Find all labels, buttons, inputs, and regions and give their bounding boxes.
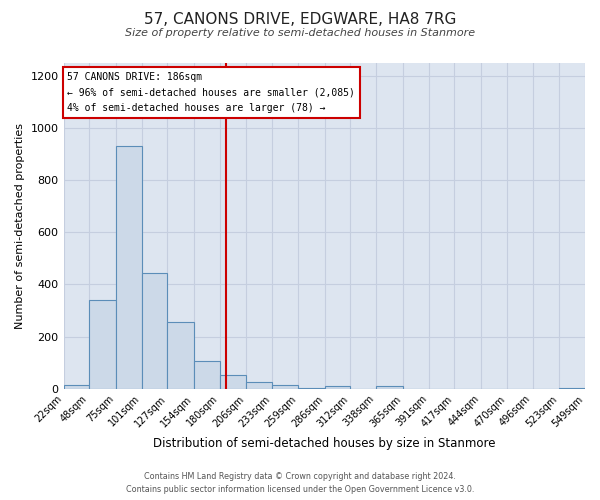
Bar: [559, 388, 585, 389]
Bar: [220, 374, 245, 389]
Bar: [272, 385, 298, 389]
Text: 57 CANONS DRIVE: 186sqm
← 96% of semi-detached houses are smaller (2,085)
4% of : 57 CANONS DRIVE: 186sqm ← 96% of semi-de…: [67, 72, 355, 113]
Text: Size of property relative to semi-detached houses in Stanmore: Size of property relative to semi-detach…: [125, 28, 475, 38]
X-axis label: Distribution of semi-detached houses by size in Stanmore: Distribution of semi-detached houses by …: [153, 437, 496, 450]
Bar: [64, 385, 89, 389]
Text: 57, CANONS DRIVE, EDGWARE, HA8 7RG: 57, CANONS DRIVE, EDGWARE, HA8 7RG: [144, 12, 456, 28]
Y-axis label: Number of semi-detached properties: Number of semi-detached properties: [15, 122, 25, 328]
Bar: [298, 388, 325, 389]
Bar: [376, 386, 403, 389]
Bar: [194, 362, 220, 389]
Bar: [245, 382, 272, 389]
Bar: [325, 386, 350, 389]
Bar: [116, 146, 142, 389]
Bar: [167, 322, 194, 389]
Bar: [142, 272, 167, 389]
Text: Contains HM Land Registry data © Crown copyright and database right 2024.
Contai: Contains HM Land Registry data © Crown c…: [126, 472, 474, 494]
Bar: [89, 300, 116, 389]
